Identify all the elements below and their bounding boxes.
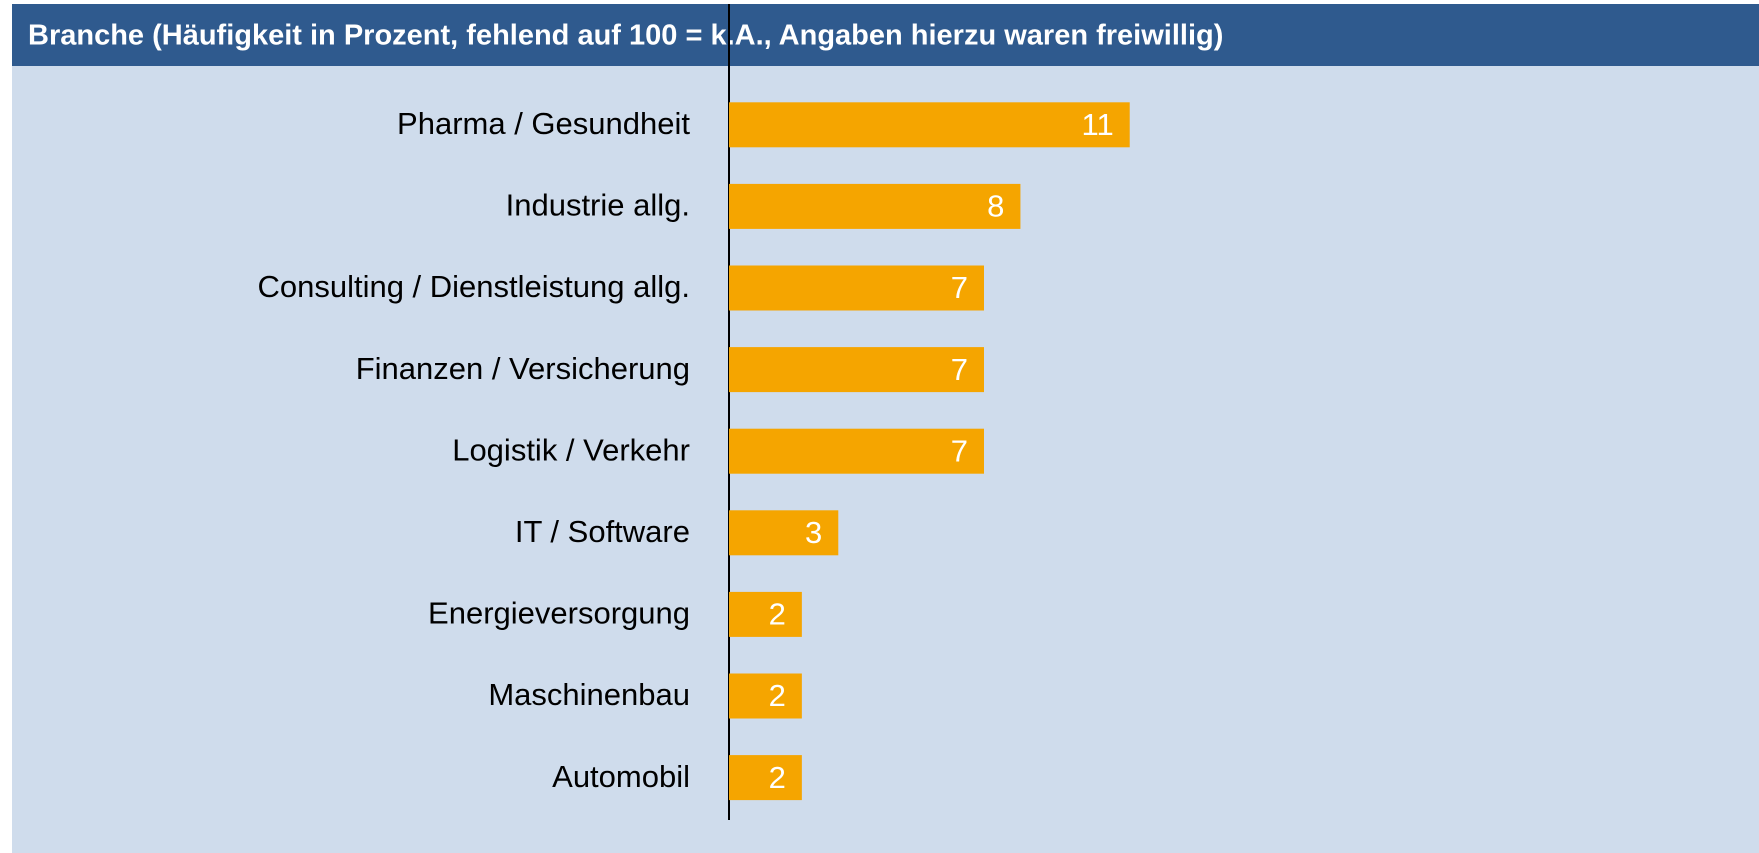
bar <box>729 183 1021 229</box>
data-label: 8 <box>987 189 1004 224</box>
bar <box>729 347 984 393</box>
data-label: 3 <box>805 515 822 550</box>
data-label: 2 <box>769 597 786 632</box>
bar <box>729 265 984 311</box>
bar <box>729 102 1130 148</box>
chart-title: Branche (Häufigkeit in Prozent, fehlend … <box>28 20 1223 52</box>
bar <box>729 510 839 556</box>
data-label: 2 <box>769 760 786 795</box>
category-label: Logistik / Verkehr <box>452 432 690 467</box>
category-label: Energieversorgung <box>428 596 690 631</box>
category-label: Maschinenbau <box>488 677 690 712</box>
category-label: Industrie allg. <box>506 188 690 223</box>
bar <box>729 673 802 719</box>
category-label: Finanzen / Versicherung <box>356 351 690 386</box>
category-label: Pharma / Gesundheit <box>397 106 690 141</box>
bar <box>729 428 984 474</box>
bar <box>729 755 802 801</box>
data-label: 7 <box>951 270 968 305</box>
category-label: Automobil <box>552 759 690 794</box>
data-label: 2 <box>769 678 786 713</box>
category-label: IT / Software <box>515 514 690 549</box>
bar <box>729 591 802 637</box>
title-band <box>12 4 1759 66</box>
category-label: Consulting / Dienstleistung allg. <box>257 269 690 304</box>
data-label: 7 <box>951 433 968 468</box>
data-label: 11 <box>1082 107 1114 142</box>
data-label: 7 <box>951 352 968 387</box>
